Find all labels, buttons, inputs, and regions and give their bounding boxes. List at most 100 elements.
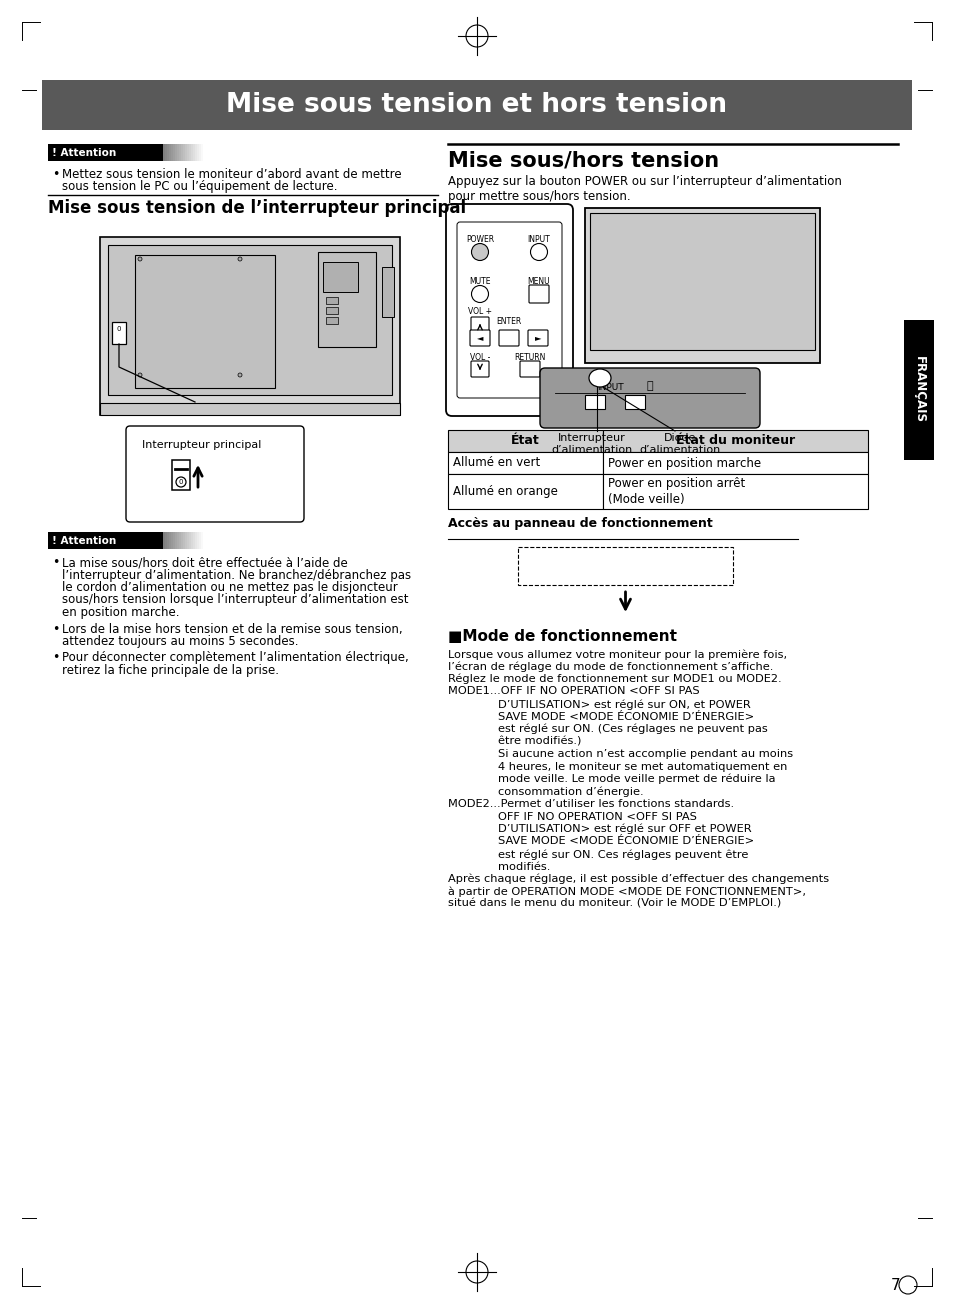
Text: ! Attention: ! Attention [52, 535, 116, 545]
Text: ⏻: ⏻ [646, 381, 653, 391]
Text: consommation d’énergie.: consommation d’énergie. [497, 786, 643, 797]
Bar [189, 532, 191, 549]
Text: ►: ► [535, 334, 540, 343]
FancyBboxPatch shape [446, 204, 573, 416]
Bar [199, 532, 201, 549]
Text: OFF IF NO OPERATION <OFF SI PAS: OFF IF NO OPERATION <OFF SI PAS [497, 811, 696, 821]
Bar [326, 307, 337, 314]
Bar [196, 144, 199, 161]
Text: POWER: POWER [465, 235, 494, 245]
Text: ENTER: ENTER [496, 318, 521, 327]
Text: D’UTILISATION> est réglé sur ON, et POWER: D’UTILISATION> est réglé sur ON, et POWE… [497, 698, 750, 709]
Bar [179, 144, 181, 161]
Text: INPUT: INPUT [596, 383, 622, 392]
Bar [183, 532, 185, 549]
Bar [194, 144, 196, 161]
Text: État: État [511, 434, 539, 447]
Text: est réglé sur ON. (Ces réglages ne peuvent pas: est réglé sur ON. (Ces réglages ne peuve… [497, 725, 767, 735]
Bar [108, 245, 392, 395]
Bar [171, 532, 172, 549]
FancyBboxPatch shape [126, 426, 304, 522]
Bar [174, 144, 177, 161]
FancyBboxPatch shape [100, 237, 399, 415]
Text: retirez la fiche principale de la prise.: retirez la fiche principale de la prise. [62, 664, 278, 678]
Bar [602, 473, 867, 509]
Text: Interrupteur
d’alimentation: Interrupteur d’alimentation [551, 433, 632, 455]
Text: modifiés.: modifiés. [497, 862, 550, 871]
Text: Mise sous tension de l’interrupteur principal: Mise sous tension de l’interrupteur prin… [48, 199, 466, 217]
Text: RETURN: RETURN [514, 353, 545, 362]
Bar [589, 213, 814, 351]
Bar [100, 403, 399, 415]
Bar [448, 430, 602, 453]
Text: D’UTILISATION> est réglé sur OFF et POWER: D’UTILISATION> est réglé sur OFF et POWE… [497, 824, 751, 835]
Text: l’écran de réglage du mode de fonctionnement s’affiche.: l’écran de réglage du mode de fonctionne… [448, 662, 773, 672]
Bar [517, 547, 732, 585]
Bar [163, 144, 165, 161]
Text: SAVE MODE <MODE ÉCONOMIE D’ÉNERGIE>: SAVE MODE <MODE ÉCONOMIE D’ÉNERGIE> [497, 837, 754, 846]
Bar [624, 395, 644, 409]
Bar [199, 144, 201, 161]
FancyBboxPatch shape [456, 222, 561, 398]
FancyBboxPatch shape [471, 361, 489, 377]
FancyBboxPatch shape [539, 368, 760, 428]
Text: •: • [52, 556, 59, 569]
Bar [179, 532, 181, 549]
Bar [602, 430, 867, 453]
FancyBboxPatch shape [527, 330, 547, 347]
Circle shape [138, 373, 142, 377]
Text: Accès au panneau de fonctionnement: Accès au panneau de fonctionnement [448, 517, 712, 530]
Text: État du moniteur: État du moniteur [676, 434, 794, 447]
Text: 4 heures, le moniteur se met automatiquement en: 4 heures, le moniteur se met automatique… [497, 761, 786, 772]
Circle shape [471, 243, 488, 260]
Text: sous tension le PC ou l’équipement de lecture.: sous tension le PC ou l’équipement de le… [62, 181, 337, 194]
Circle shape [237, 373, 242, 377]
Text: Allumé en vert: Allumé en vert [453, 456, 539, 470]
Bar [185, 532, 187, 549]
Text: Mettez sous tension le moniteur d’abord avant de mettre: Mettez sous tension le moniteur d’abord … [62, 167, 401, 181]
Bar [189, 144, 191, 161]
Bar [196, 532, 199, 549]
Bar [48, 144, 163, 161]
Text: ! Attention: ! Attention [52, 148, 116, 157]
Text: Mise sous/hors tension: Mise sous/hors tension [448, 150, 719, 170]
Bar [187, 144, 189, 161]
Text: Appuyez sur la bouton POWER ou sur l’interrupteur d’alimentation
pour mettre sou: Appuyez sur la bouton POWER ou sur l’int… [448, 175, 841, 203]
Bar [174, 532, 177, 549]
Text: MODE2...Permet d’utiliser les fonctions standards.: MODE2...Permet d’utiliser les fonctions … [448, 799, 734, 810]
Text: en position marche.: en position marche. [62, 606, 179, 619]
Text: •: • [52, 167, 59, 181]
Text: le cordon d’alimentation ou ne mettez pas le disjoncteur: le cordon d’alimentation ou ne mettez pa… [62, 581, 397, 594]
Text: ◄: ◄ [476, 334, 483, 343]
Bar [167, 144, 169, 161]
Text: MENU: MENU [527, 277, 550, 286]
Text: 0: 0 [116, 326, 121, 332]
Text: MODE1...OFF IF NO OPERATION <OFF SI PAS: MODE1...OFF IF NO OPERATION <OFF SI PAS [448, 687, 699, 696]
Bar [169, 144, 171, 161]
Text: Power en position marche: Power en position marche [607, 456, 760, 470]
Circle shape [237, 256, 242, 262]
Text: La mise sous/hors doit être effectuée à l’aide de: La mise sous/hors doit être effectuée à … [62, 556, 348, 569]
Bar [448, 453, 602, 473]
Text: est réglé sur ON. Ces réglages peuvent être: est réglé sur ON. Ces réglages peuvent ê… [497, 849, 747, 859]
FancyBboxPatch shape [498, 330, 518, 347]
Circle shape [471, 285, 488, 302]
Bar [584, 208, 820, 364]
Bar [193, 532, 194, 549]
Text: •: • [52, 651, 59, 664]
Bar [191, 144, 193, 161]
Bar [602, 453, 867, 473]
Ellipse shape [588, 369, 610, 387]
Text: INPUT: INPUT [527, 235, 550, 245]
Text: mode veille. Le mode veille permet de réduire la: mode veille. Le mode veille permet de ré… [497, 774, 775, 785]
Bar [201, 532, 203, 549]
FancyBboxPatch shape [470, 330, 490, 347]
Text: SAVE MODE <MODE ÉCONOMIE D’ÉNERGIE>: SAVE MODE <MODE ÉCONOMIE D’ÉNERGIE> [497, 712, 754, 722]
Text: Allumé en orange: Allumé en orange [453, 485, 558, 498]
Bar [42, 80, 911, 129]
Bar [48, 532, 163, 549]
Bar [165, 144, 167, 161]
Text: Mise sous tension et hors tension: Mise sous tension et hors tension [226, 92, 727, 118]
Text: MUTE: MUTE [469, 277, 490, 286]
Bar [172, 144, 174, 161]
